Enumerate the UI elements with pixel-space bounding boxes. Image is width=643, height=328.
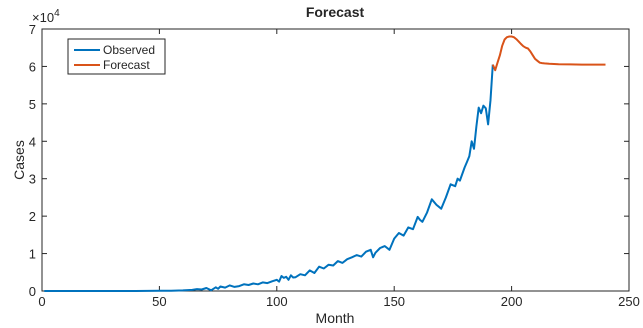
- legend-label-forecast: Forecast: [103, 58, 150, 72]
- series-layer: [44, 35, 606, 292]
- y-exponent-base: ×10: [32, 10, 54, 25]
- legend-label-observed: Observed: [103, 43, 155, 57]
- y-tick-label: 1: [29, 247, 36, 262]
- x-tick-label: 0: [38, 294, 45, 309]
- x-tick-label: 100: [266, 294, 288, 309]
- y-axis-label: Cases: [11, 140, 27, 180]
- series-line-forecast: [491, 35, 606, 72]
- legend: Observed Forecast: [67, 38, 166, 75]
- x-tick-label: 250: [618, 294, 640, 309]
- y-tick-label: 7: [29, 22, 36, 37]
- y-tick-label: 3: [29, 172, 36, 187]
- x-tick-label: 150: [383, 294, 405, 309]
- y-exponent-power: 4: [54, 8, 60, 19]
- y-tick-label: 6: [29, 59, 36, 74]
- x-axis-ticks: 0 50 100 150 200 250: [38, 29, 640, 309]
- x-axis-label: Month: [316, 310, 355, 326]
- svg-text:×104: ×104: [32, 8, 60, 25]
- y-tick-label: 0: [29, 284, 36, 299]
- y-tick-label: 2: [29, 209, 36, 224]
- y-tick-label: 4: [29, 134, 36, 149]
- chart-title: Forecast: [306, 4, 365, 20]
- y-tick-label: 5: [29, 97, 36, 112]
- y-exponent-label: ×104: [32, 8, 60, 25]
- x-tick-label: 50: [152, 294, 166, 309]
- series-line-observed: [44, 64, 494, 292]
- legend-box: [67, 38, 166, 75]
- plot-area-frame: [41, 28, 630, 292]
- x-tick-label: 200: [501, 294, 523, 309]
